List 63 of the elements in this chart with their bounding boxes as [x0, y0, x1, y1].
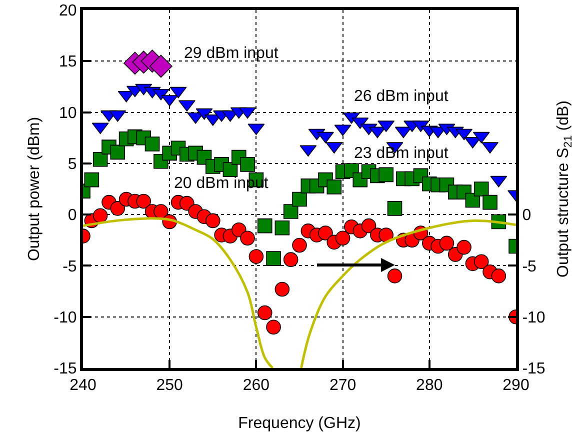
point	[378, 228, 394, 242]
x-tick-label: 240	[70, 377, 96, 394]
x-axis-title: Frequency (GHz)	[238, 415, 361, 432]
x-tick-label: 280	[416, 377, 443, 394]
point	[491, 268, 506, 284]
point	[439, 236, 454, 251]
point	[274, 282, 290, 297]
point	[292, 192, 307, 207]
annotation: 26 dBm input	[354, 88, 449, 105]
point	[266, 320, 281, 334]
point	[326, 180, 342, 194]
point	[283, 252, 298, 267]
y2-tick-label: -15	[522, 360, 546, 378]
point	[180, 196, 194, 211]
y2-tick-label: -5	[522, 258, 537, 276]
point	[378, 167, 394, 182]
point	[136, 194, 152, 209]
y-tick-label: -5	[62, 258, 77, 276]
y-tick-label: -15	[54, 360, 77, 378]
x-tick-label: 250	[156, 377, 184, 394]
y-tick-label: 0	[68, 207, 77, 224]
point	[257, 305, 272, 320]
point	[92, 208, 108, 223]
point	[387, 201, 402, 216]
point	[110, 144, 126, 160]
x-tick-label: 290	[502, 377, 530, 394]
point	[231, 222, 246, 238]
point	[283, 204, 298, 219]
point	[274, 220, 290, 236]
point	[248, 249, 264, 264]
annotation: 20 dBm input	[174, 175, 269, 192]
point	[144, 136, 160, 152]
point	[317, 132, 334, 144]
point	[456, 240, 472, 255]
x-tick-label: 270	[329, 377, 356, 394]
y-tick-label: 20	[59, 2, 77, 20]
x-tick-label: 260	[242, 377, 270, 394]
y2-tick-label: -10	[522, 309, 546, 326]
annotation: 23 dBm input	[354, 145, 449, 162]
y-tick-label: 10	[59, 104, 77, 122]
point	[257, 218, 272, 234]
y-tick-label: 5	[68, 156, 77, 174]
point	[240, 230, 255, 246]
point	[206, 213, 220, 228]
point	[292, 238, 307, 253]
y2-tick-label: 0	[522, 207, 532, 224]
point	[387, 268, 402, 284]
y-tick-label: -10	[54, 309, 77, 326]
point	[335, 230, 350, 246]
point	[154, 204, 168, 219]
point	[222, 162, 238, 177]
point	[361, 218, 376, 234]
point	[266, 251, 281, 266]
annotation: 29 dBm input	[184, 45, 279, 62]
point	[318, 226, 333, 240]
point	[474, 182, 489, 196]
y-tick-label: 15	[59, 54, 77, 71]
point	[240, 157, 255, 172]
point	[482, 194, 498, 210]
point	[474, 254, 489, 270]
y-axis-title: Output power (dBm)	[26, 116, 43, 262]
point	[84, 172, 100, 188]
point	[110, 201, 126, 216]
